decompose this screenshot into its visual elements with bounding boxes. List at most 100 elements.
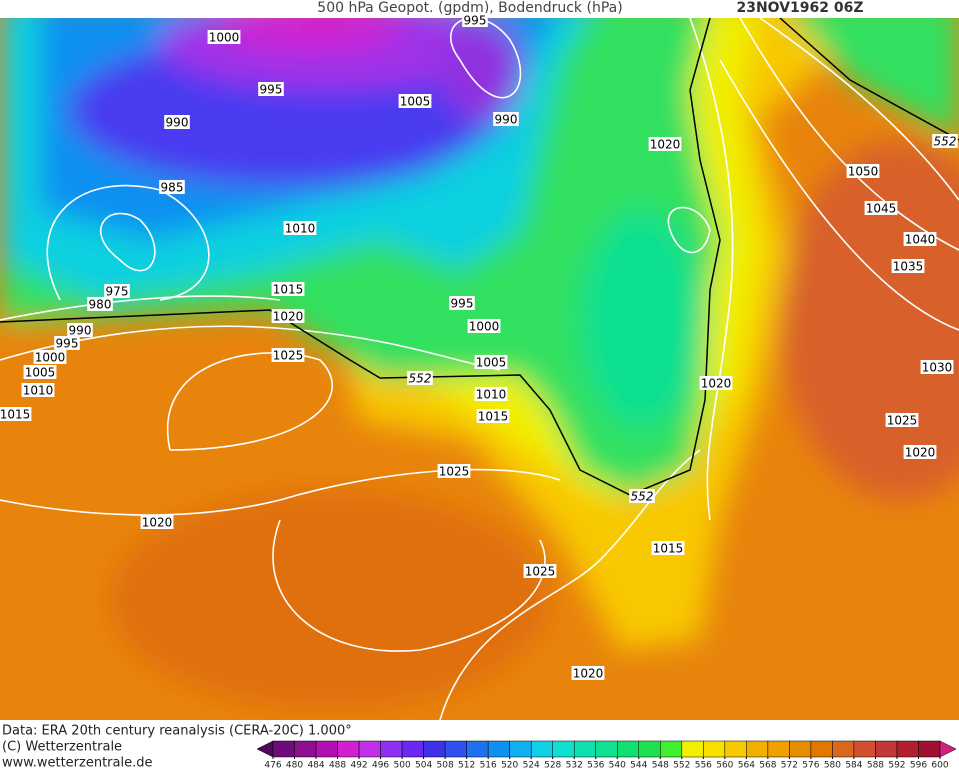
isobar (449, 18, 522, 99)
colorbar-tick-label: 560 (716, 761, 733, 770)
colorbar-tick-label: 596 (910, 761, 927, 770)
isobar-label: 990 (166, 116, 189, 130)
footer-url: www.wetterzentrale.de (2, 756, 152, 770)
colorbar-swatch (315, 740, 338, 758)
map (0, 18, 959, 720)
isobar-label-bg (271, 309, 305, 323)
contour-label-bg (407, 371, 433, 385)
colorbar-tick-label: 568 (759, 761, 776, 770)
isobar-label: 1000 (469, 320, 500, 334)
contour-label-bg (932, 134, 958, 148)
field-area (795, 18, 959, 140)
isobar (439, 449, 701, 720)
isobar-label: 1020 (650, 138, 681, 152)
isobar-label-bg (493, 112, 519, 126)
isobar-label: 1015 (478, 410, 509, 424)
isobar (759, 18, 959, 201)
colorbar-swatch (853, 740, 876, 758)
isobar-label: 995 (464, 14, 487, 28)
isobar-label: 1050 (848, 165, 879, 179)
isobar-label-bg (885, 413, 919, 427)
isobar-label: 1020 (273, 310, 304, 324)
isobar-label: 1025 (273, 349, 304, 363)
colorbar-arrow (256, 740, 274, 758)
colorbar-tick-label: 508 (437, 761, 454, 770)
colorbar-tick-label: 524 (523, 761, 540, 770)
isobar (272, 519, 546, 652)
colorbar-swatch (552, 740, 575, 758)
isobar-label: 1025 (887, 414, 918, 428)
colorbar-swatch (401, 740, 424, 758)
isobar-label: 985 (161, 181, 184, 195)
isobar-label-bg (648, 137, 682, 151)
isobar (0, 325, 501, 371)
isobar-label-bg (207, 30, 241, 44)
isobar-label: 1000 (35, 351, 66, 365)
colorbar-tick-label: 484 (307, 761, 324, 770)
isobar-label-bg (474, 387, 508, 401)
isobar-label-bg (33, 350, 67, 364)
colorbar-swatch (272, 740, 295, 758)
colorbar-tick-label: 532 (566, 761, 583, 770)
isobar-label-bg (476, 409, 510, 423)
colorbar-tick-label: 572 (781, 761, 798, 770)
isobar-label-bg (571, 666, 605, 680)
colorbar-tick-label: 536 (587, 761, 604, 770)
colorbar-tick-label: 496 (372, 761, 389, 770)
isobar-label-bg (164, 115, 190, 129)
contour-label-bg (629, 489, 655, 503)
colorbar-tick-label: 488 (329, 761, 346, 770)
isobar-label-bg (523, 564, 557, 578)
isobar (689, 18, 734, 521)
colorbar-swatch (380, 740, 403, 758)
colorbar-swatch (660, 740, 683, 758)
isobar-label: 1025 (439, 465, 470, 479)
isobar-label: 1020 (573, 667, 604, 681)
colorbar-tick-label: 480 (286, 761, 303, 770)
colorbar-swatch (918, 740, 941, 758)
isobar-label: 1000 (209, 31, 240, 45)
isobar-label-bg (0, 407, 32, 421)
map-title: 500 hPa Geopot. (gpdm), Bodendruck (hPa) (317, 0, 622, 16)
footer-copyright: (C) Wetterzentrale (2, 740, 122, 755)
isobar (739, 18, 959, 251)
colorbar-swatch (832, 740, 855, 758)
field-area (780, 140, 959, 500)
isobar-label-bg (699, 376, 733, 390)
isobar-label-bg (258, 82, 284, 96)
isobar-label: 1010 (285, 222, 316, 236)
colorbar-tick-label: 520 (501, 761, 518, 770)
colorbar-swatch (423, 740, 446, 758)
colorbar-tick-label: 588 (867, 761, 884, 770)
colorbar-tick-label: 580 (824, 761, 841, 770)
isobar-label: 995 (56, 337, 79, 351)
contour-label: 552 (409, 372, 432, 386)
colorbar-tick-label: 544 (630, 761, 647, 770)
colorbar-tick-label: 528 (544, 761, 561, 770)
contour-label: 552 (631, 490, 654, 504)
isobar (667, 206, 711, 254)
field-area (440, 20, 520, 120)
isobar-label: 1005 (400, 95, 431, 109)
isobar-label-bg (87, 297, 113, 311)
isobar-label: 1045 (866, 202, 897, 216)
isobar-label: 1010 (476, 388, 507, 402)
isobar-label: 1015 (0, 408, 30, 422)
isobar (719, 59, 959, 331)
isobar (0, 295, 281, 321)
isobar-label: 1020 (701, 377, 732, 391)
colorbar-swatch (875, 740, 898, 758)
isobar-label-bg (903, 445, 937, 459)
field-area (110, 490, 550, 710)
colorbar-tick-label: 476 (264, 761, 281, 770)
colorbar-tick-label: 576 (802, 761, 819, 770)
isobar-label-bg (23, 365, 57, 379)
isobar (166, 352, 333, 451)
isobar-label-bg (140, 515, 174, 529)
isobar-label-bg (398, 94, 432, 108)
colorbar-swatch (638, 740, 661, 758)
isobar (0, 468, 561, 516)
colorbar-swatch (294, 740, 317, 758)
isobar-label-bg (271, 282, 305, 296)
